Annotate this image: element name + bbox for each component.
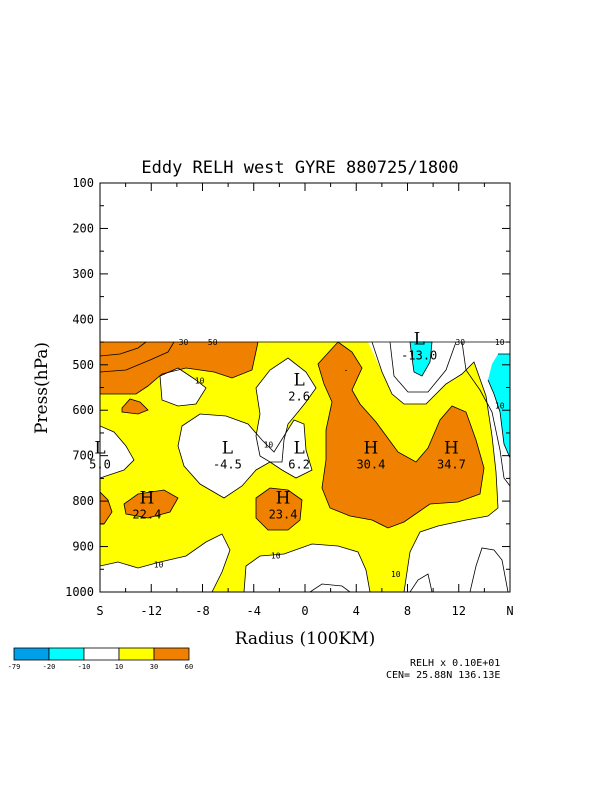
extremum-value: 34.7 xyxy=(437,458,466,472)
legend-tick-label: -10 xyxy=(78,663,91,671)
contour-labels: 30 50 10 10 10 10 10 30 10 10 - xyxy=(154,338,505,579)
y-tick-label: 200 xyxy=(72,221,94,235)
legend-tick-label: -20 xyxy=(43,663,56,671)
extremum-value: 22.4 xyxy=(132,508,161,522)
x-tick-label: 4 xyxy=(353,604,360,618)
extremum-value: 30.4 xyxy=(356,458,385,472)
legend-swatch xyxy=(48,647,85,661)
high-marker: H30.4 xyxy=(356,439,385,472)
legend-tick-label: 10 xyxy=(115,663,123,671)
extremum-letter: H xyxy=(276,489,291,509)
low-marker: L-13.0 xyxy=(401,330,437,363)
cyan-region-right-edge xyxy=(488,354,510,458)
x-tick-label: 0 xyxy=(301,604,308,618)
y-axis-label: Press(hPa) xyxy=(32,342,52,434)
y-tick-label: 600 xyxy=(72,403,94,417)
white-region-bottom-right xyxy=(404,504,510,592)
color-legend: -79 -20 -10 10 30 60 xyxy=(8,647,193,671)
x-axis: S -12 -8 -4 0 4 8 12 N xyxy=(96,183,514,618)
extrema-markers: L-13.0L2.6L5.0L-4.5L6.2H30.4H34.7H22.4H2… xyxy=(89,330,466,522)
extremum-letter: L xyxy=(222,439,233,459)
extremum-value: 23.4 xyxy=(269,508,298,522)
y-tick-label: 300 xyxy=(72,267,94,281)
contour-label: 10 xyxy=(391,570,401,579)
legend-swatch xyxy=(118,647,155,661)
extremum-letter: H xyxy=(363,439,378,459)
filled-contours xyxy=(100,342,510,592)
extremum-letter: L xyxy=(293,371,304,391)
orange-blob-h22 xyxy=(124,490,178,518)
extremum-value: -13.0 xyxy=(401,349,437,363)
x-tick-label: -4 xyxy=(247,604,261,618)
white-region-bottom-left xyxy=(100,534,230,592)
extremum-letter: H xyxy=(139,489,154,509)
low-marker: L-4.5 xyxy=(213,439,242,472)
legend-swatch xyxy=(153,647,190,661)
contour-label: 10 xyxy=(154,561,164,570)
contour-label: 10 xyxy=(495,402,505,411)
x-tick-label: 12 xyxy=(452,604,466,618)
white-region-bottom-center xyxy=(244,544,370,592)
white-region-small-left xyxy=(160,368,206,406)
legend-tick-label: 30 xyxy=(150,663,158,671)
extremum-value: 6.2 xyxy=(288,458,310,472)
legend-swatch xyxy=(83,647,120,661)
contour-label: 10 xyxy=(495,338,505,347)
x-tick-label: 8 xyxy=(404,604,411,618)
low-marker: L6.2 xyxy=(288,439,310,472)
white-region-l50 xyxy=(100,426,134,478)
units-note: RELH x 0.10E+01 xyxy=(410,658,500,669)
y-tick-label: 400 xyxy=(72,312,94,326)
y-tick-label: 700 xyxy=(72,449,94,463)
extremum-letter: L xyxy=(293,439,304,459)
x-tick-label: S xyxy=(96,604,103,618)
x-axis-label: Radius (100KM) xyxy=(235,629,376,649)
contour-label: 30 xyxy=(179,338,189,347)
orange-region-top-left xyxy=(100,342,258,394)
x-tick-label: -8 xyxy=(195,604,209,618)
orange-region-center-right xyxy=(318,342,484,528)
low-marker: L2.6 xyxy=(288,371,310,404)
extremum-value: -4.5 xyxy=(213,458,242,472)
legend-swatch xyxy=(13,647,50,661)
y-tick-label: 900 xyxy=(72,540,94,554)
high-marker: H22.4 xyxy=(132,489,161,522)
contour-label: 10 xyxy=(195,377,205,386)
extremum-letter: H xyxy=(444,439,459,459)
y-axis: 100 200 300 400 500 600 700 800 900 1000 xyxy=(65,176,510,599)
x-tick-label: -12 xyxy=(140,604,162,618)
extremum-value: 2.6 xyxy=(288,390,310,404)
y-tick-label: 1000 xyxy=(65,585,94,599)
y-tick-label: 100 xyxy=(72,176,94,190)
center-note: CEN= 25.88N 136.13E xyxy=(386,670,500,681)
legend-tick-label: -79 xyxy=(8,663,21,671)
white-region-top-right xyxy=(372,342,510,478)
extremum-letter: L xyxy=(414,330,425,350)
contour-label: 10 xyxy=(271,552,281,561)
orange-blob-h23 xyxy=(256,488,302,530)
high-marker: H23.4 xyxy=(269,489,298,522)
legend-tick-label: 60 xyxy=(185,663,193,671)
y-tick-label: 800 xyxy=(72,494,94,508)
high-marker: H34.7 xyxy=(437,439,466,472)
contour-label: 50 xyxy=(208,338,218,347)
y-tick-label: 500 xyxy=(72,358,94,372)
contour-label: - xyxy=(344,365,349,374)
x-tick-label: N xyxy=(506,604,513,618)
white-region-l26 xyxy=(256,358,316,462)
orange-patch-small xyxy=(122,399,148,414)
contour-label: 30 xyxy=(455,338,465,347)
white-region-l45-l62 xyxy=(178,414,312,498)
chart-title: Eddy RELH west GYRE 880725/1800 xyxy=(141,158,458,178)
contour-label: 10 xyxy=(264,440,274,449)
